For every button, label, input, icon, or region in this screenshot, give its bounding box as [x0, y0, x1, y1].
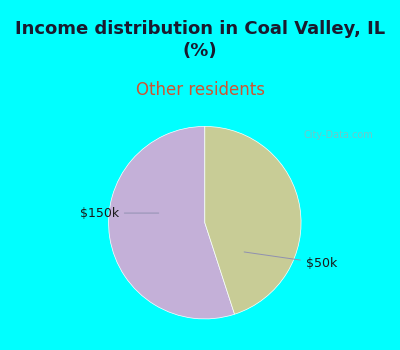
Text: $150k: $150k	[80, 206, 159, 219]
Text: Other residents: Other residents	[136, 80, 264, 99]
Text: Income distribution in Coal Valley, IL
(%): Income distribution in Coal Valley, IL (…	[15, 20, 385, 60]
Wedge shape	[205, 126, 301, 314]
Wedge shape	[108, 126, 234, 319]
Text: $50k: $50k	[244, 252, 337, 270]
Text: City-Data.com: City-Data.com	[304, 131, 373, 140]
